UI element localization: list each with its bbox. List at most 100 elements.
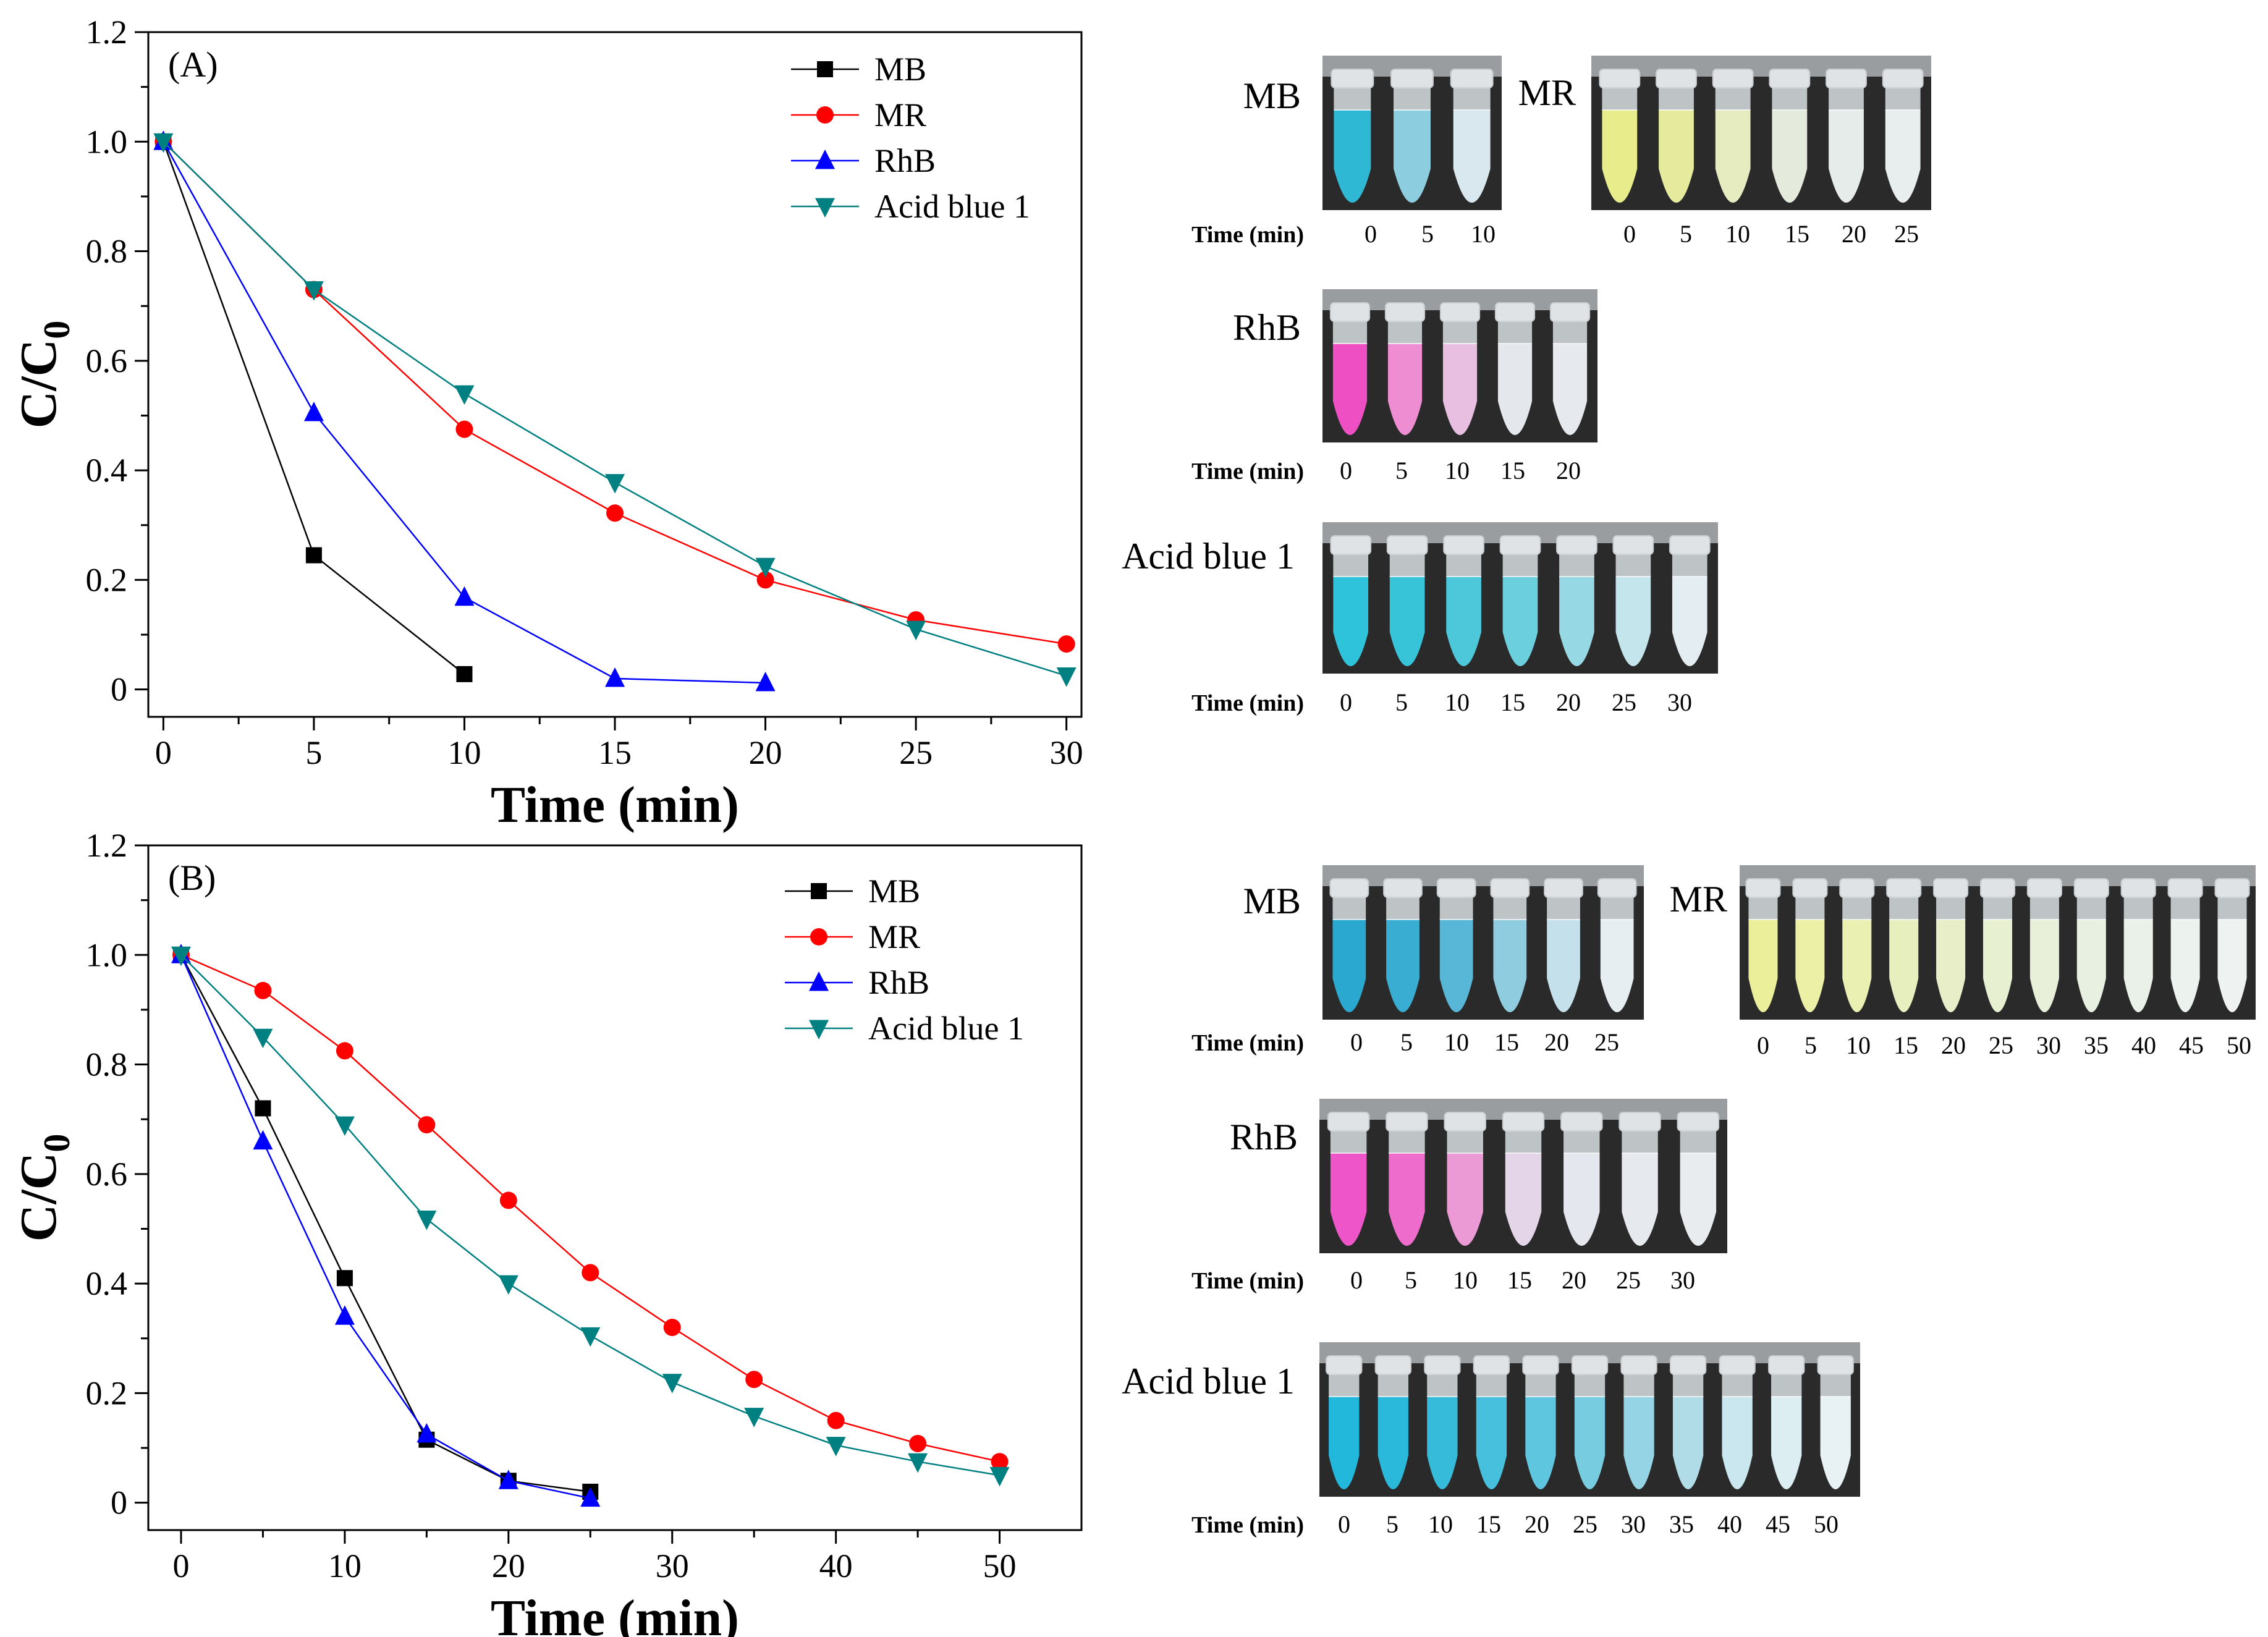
data-point [499,1191,517,1209]
sample-tube [1560,1112,1603,1246]
tube-liquid [1820,1397,1851,1489]
data-point [454,385,475,405]
tube-cap [1490,878,1530,898]
tube-cap [1390,69,1434,88]
tube-cap [1383,878,1423,898]
sample-tube [1677,1112,1720,1246]
time-label: 40 [2131,1031,2156,1059]
tube-liquid [1329,1397,1360,1489]
tube-cap [1669,535,1711,555]
data-point [663,1319,681,1337]
tube-cap [1933,878,1969,898]
tube-liquid [1334,110,1371,203]
x-tick-label: 20 [749,734,782,771]
time-label: 5 [1400,1028,1413,1056]
y-tick-label: 0 [111,671,127,708]
x-tick-label: 0 [155,734,172,771]
sample-tube [1329,878,1369,1012]
tube-body [1447,1131,1483,1153]
data-point [498,1470,518,1489]
tube-liquid [1672,1397,1704,1489]
y-tick-label: 0.6 [86,342,128,379]
chart-b: 0 0.2 0.4 0.6 0.8 1.0 1.2 0 10 20 30 40 50 Time (min)… [10,827,1083,1637]
tube-body [1622,1131,1658,1153]
time-label: 15 [1500,457,1525,484]
tube-cap [1612,535,1654,555]
data-point [1057,635,1075,653]
tube-body [1715,88,1751,110]
data-point [303,402,324,421]
photo-panel-title: RhB [1233,307,1301,348]
time-label: 30 [2036,1031,2061,1059]
x-tick-label: 50 [983,1547,1017,1584]
legend-marker [817,61,833,77]
tube-cap [2120,878,2156,898]
data-point [418,1116,436,1134]
tube-body [1332,897,1366,920]
legend-label: RhB [874,142,936,179]
tube-rack-top [1591,56,1931,77]
tube-liquid [2217,920,2247,1012]
tube-liquid [1330,1153,1367,1246]
photo-panel-title: Acid blue 1 [1122,536,1295,577]
time-label: 0 [1757,1031,1769,1059]
time-caption: Time (min) [1191,222,1304,248]
tube-cap [1817,1355,1854,1375]
x-axis-title: Time (min) [491,1589,739,1637]
photo-panel-b-mr: MR 0 5 10 15 20 25 30 35 40 45 50 [1670,865,2256,1059]
x-tick-label: 30 [656,1547,689,1584]
time-label: 0 [1365,220,1377,248]
time-label: 10 [1471,220,1496,248]
tube-liquid [1497,344,1533,435]
legend-label: Acid blue 1 [874,188,1030,225]
y-tick-label: 1.0 [86,123,128,160]
sample-tube [1326,1355,1363,1489]
tube-liquid [1615,577,1651,666]
tube-liquid [1387,344,1423,435]
tube-cap [1330,535,1372,555]
tube-cap [1571,1355,1609,1375]
x-tick-label: 10 [447,734,481,771]
tube-liquid [1748,920,1778,1012]
time-label: 35 [2084,1031,2109,1059]
tube-cap [1719,1355,1756,1375]
sample-tube [1499,535,1541,666]
y-axis-title-main: C/C [10,1153,67,1242]
time-label: 35 [1669,1510,1694,1538]
legend-label: MR [874,96,926,133]
legend-label: MR [868,918,920,955]
tube-liquid [1715,110,1751,203]
tube-body [1659,88,1694,110]
sample-tube [1549,302,1591,435]
tube-body [1829,88,1864,110]
time-label: 0 [1338,1510,1350,1538]
data-point [826,1437,846,1457]
tube-body [1446,554,1481,577]
tube-body [1772,88,1808,110]
y-tick-label: 0.6 [86,1156,128,1193]
tube-liquid [1659,110,1694,203]
sample-tube [2026,878,2062,1012]
tube-liquid [1476,1397,1507,1489]
tube-liquid [1552,344,1588,435]
tube-body [1377,1374,1408,1397]
time-label: 20 [1556,688,1581,716]
tube-liquid [1332,344,1368,435]
data-point [605,474,625,494]
time-label: 15 [1507,1266,1532,1294]
time-label: 10 [1428,1510,1453,1538]
time-label: 10 [1453,1266,1478,1294]
time-label: 15 [1494,1028,1519,1056]
data-point [336,1042,353,1060]
sample-tube [1386,1112,1428,1246]
tube-body [1936,897,1966,920]
tube-cap [1620,1355,1657,1375]
tube-body [1330,1131,1367,1153]
sample-tube [1374,1355,1411,1489]
tube-cap [2026,878,2062,898]
time-label: 25 [1894,220,1919,248]
tube-liquid [1771,1397,1802,1489]
y-tick-label: 0.4 [86,452,128,489]
tube-cap [1549,302,1591,322]
